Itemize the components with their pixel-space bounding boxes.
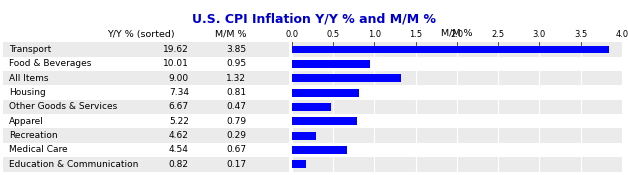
Text: 0.29: 0.29 xyxy=(226,131,246,140)
Text: 0.0: 0.0 xyxy=(286,30,298,39)
Text: 0.81: 0.81 xyxy=(226,88,246,97)
Text: 4.0: 4.0 xyxy=(615,30,628,39)
Text: Transport: Transport xyxy=(9,45,51,54)
Bar xyxy=(292,71,622,85)
Bar xyxy=(292,143,622,157)
Text: 1.0: 1.0 xyxy=(368,30,381,39)
Text: 7.34: 7.34 xyxy=(169,88,189,97)
Bar xyxy=(292,46,609,54)
Text: 3.85: 3.85 xyxy=(226,45,246,54)
Bar xyxy=(292,103,331,111)
Text: 0.79: 0.79 xyxy=(226,117,246,126)
Bar xyxy=(3,128,289,143)
Text: Y/Y % (sorted): Y/Y % (sorted) xyxy=(107,30,175,39)
Bar xyxy=(3,114,289,128)
Bar xyxy=(292,114,622,128)
Bar xyxy=(292,57,622,71)
Text: 3.5: 3.5 xyxy=(574,30,587,39)
Text: Housing: Housing xyxy=(9,88,46,97)
Text: 0.47: 0.47 xyxy=(226,102,246,111)
Text: 4.62: 4.62 xyxy=(169,131,189,140)
Text: 4.54: 4.54 xyxy=(169,145,189,155)
Bar xyxy=(3,157,289,172)
Bar xyxy=(292,74,401,82)
Bar xyxy=(3,71,289,85)
Text: Other Goods & Services: Other Goods & Services xyxy=(9,102,117,111)
Text: Apparel: Apparel xyxy=(9,117,44,126)
Text: 0.95: 0.95 xyxy=(226,59,246,68)
Text: U.S. CPI Inflation Y/Y % and M/M %: U.S. CPI Inflation Y/Y % and M/M % xyxy=(192,12,436,25)
Bar xyxy=(292,157,622,172)
Text: 1.32: 1.32 xyxy=(226,74,246,83)
Bar xyxy=(292,132,316,140)
Text: 0.67: 0.67 xyxy=(226,145,246,155)
Text: M/M %: M/M % xyxy=(215,30,246,39)
Text: M/M %: M/M % xyxy=(441,29,473,37)
Text: Recreation: Recreation xyxy=(9,131,58,140)
Text: Education & Communication: Education & Communication xyxy=(9,160,138,169)
Text: 19.62: 19.62 xyxy=(163,45,189,54)
Bar xyxy=(292,85,622,100)
Bar xyxy=(292,117,357,125)
Text: 0.17: 0.17 xyxy=(226,160,246,169)
Text: 10.01: 10.01 xyxy=(163,59,189,68)
Bar xyxy=(292,89,359,97)
Text: 1.5: 1.5 xyxy=(409,30,422,39)
Text: 0.82: 0.82 xyxy=(169,160,189,169)
Bar xyxy=(292,160,306,168)
Text: Medical Care: Medical Care xyxy=(9,145,67,155)
Bar xyxy=(292,100,622,114)
Bar xyxy=(292,60,371,68)
Text: All Items: All Items xyxy=(9,74,48,83)
Bar xyxy=(3,57,289,71)
Bar xyxy=(3,85,289,100)
Text: Food & Beverages: Food & Beverages xyxy=(9,59,91,68)
Bar xyxy=(292,146,347,154)
Bar xyxy=(292,42,622,57)
Text: 5.22: 5.22 xyxy=(169,117,189,126)
Text: 9.00: 9.00 xyxy=(169,74,189,83)
Bar xyxy=(292,128,622,143)
Bar xyxy=(3,143,289,157)
Text: 3.0: 3.0 xyxy=(533,30,546,39)
Text: 2.0: 2.0 xyxy=(450,30,463,39)
Text: 0.5: 0.5 xyxy=(327,30,340,39)
Bar xyxy=(3,42,289,57)
Text: 2.5: 2.5 xyxy=(492,30,505,39)
Bar xyxy=(3,100,289,114)
Text: 6.67: 6.67 xyxy=(169,102,189,111)
